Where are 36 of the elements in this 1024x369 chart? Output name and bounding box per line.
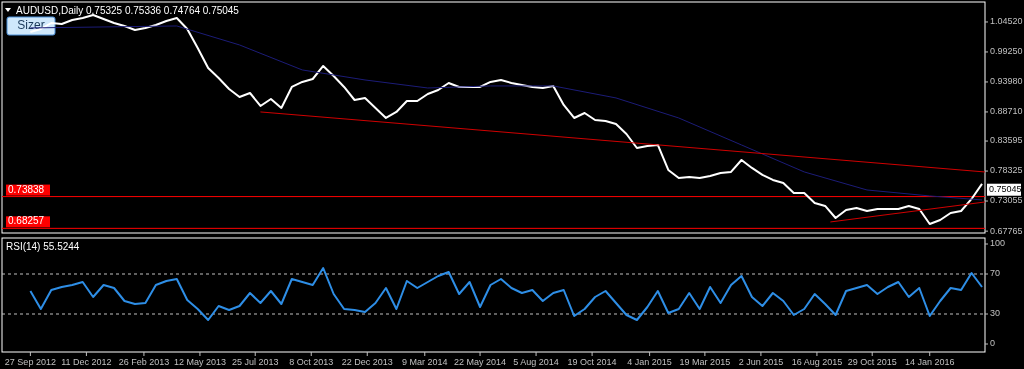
x-tick-label: 19 Mar 2015 xyxy=(679,357,731,368)
y-tick-label: 0.88710 xyxy=(990,106,1023,117)
x-tick-label: 8 Oct 2013 xyxy=(289,357,334,368)
x-tick-label: 5 Aug 2014 xyxy=(513,357,559,368)
line-series xyxy=(29,267,984,321)
x-tick-label: 2 Jun 2015 xyxy=(738,357,784,368)
y-tick-label: 0.99250 xyxy=(990,46,1023,57)
y-tick-label: 100 xyxy=(990,238,1006,249)
y-tick-label: 1.04520 xyxy=(990,16,1023,27)
x-tick-label: 27 Sep 2012 xyxy=(4,357,56,368)
y-tick-label: 0.93980 xyxy=(990,76,1023,87)
y-tick-label: 30 xyxy=(990,308,1001,319)
ref-line-label: 0.68257 xyxy=(8,215,45,227)
annotation: 0.75045 xyxy=(989,184,1022,195)
y-tick-label: 0.67765 xyxy=(990,225,1023,236)
y-tick-label: 70 xyxy=(990,268,1001,279)
x-tick-label: 25 Jul 2013 xyxy=(231,357,279,368)
annotation: Sizer xyxy=(17,18,45,33)
x-tick-label: 14 Jan 2016 xyxy=(904,357,955,368)
chart-title: RSI(14) 55.5244 xyxy=(6,240,80,252)
y-tick-label: 0.73055 xyxy=(990,195,1023,206)
x-tick-label: 26 Feb 2013 xyxy=(118,357,170,368)
y-tick-label: 0.78325 xyxy=(990,165,1023,176)
x-tick-label: 22 May 2014 xyxy=(454,357,507,368)
x-tick-label: 4 Jan 2015 xyxy=(627,357,672,368)
y-tick-label: 0 xyxy=(990,338,996,349)
x-tick-label: 19 Oct 2014 xyxy=(567,357,617,368)
y-tick-label: 0.83595 xyxy=(990,135,1023,146)
ref-line-label: 0.73838 xyxy=(8,183,45,195)
x-tick-label: 9 Mar 2014 xyxy=(402,357,448,368)
x-tick-label: 29 Oct 2015 xyxy=(847,357,897,368)
x-tick-label: 22 Dec 2013 xyxy=(341,357,393,368)
x-tick-label: 11 Dec 2012 xyxy=(61,357,112,368)
chart-title: AUDUSD,Daily 0.75325 0.75336 0.74764 0.75045 xyxy=(16,4,240,16)
x-tick-label: 12 May 2013 xyxy=(173,357,226,368)
x-tick-label: 16 Aug 2015 xyxy=(791,357,843,368)
